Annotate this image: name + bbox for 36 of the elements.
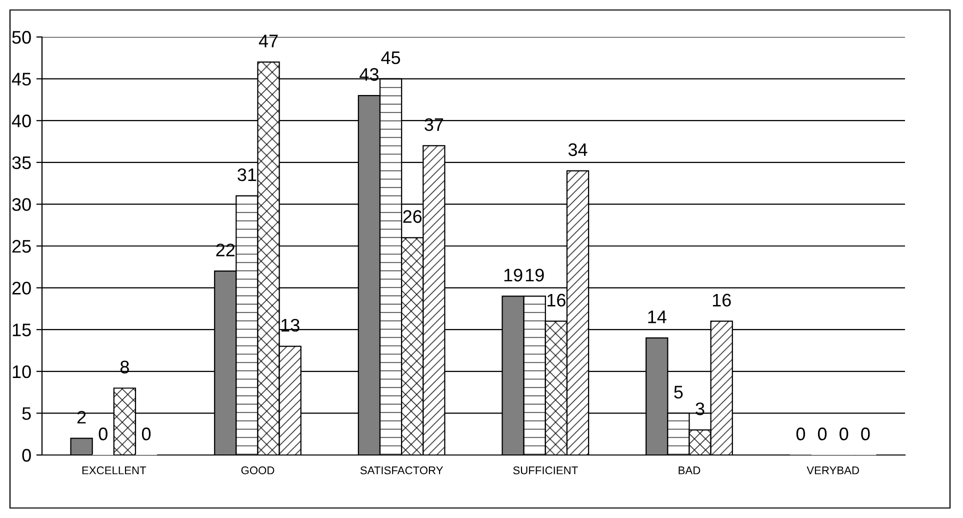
data-label: 3 bbox=[696, 402, 704, 416]
x-tick-label: SUFFICIENT bbox=[513, 466, 578, 474]
x-tick-label: GOOD bbox=[241, 466, 274, 474]
y-tick-label: 35 bbox=[12, 156, 31, 170]
y-tick-label: 10 bbox=[12, 365, 31, 378]
y-tick-label: 0 bbox=[22, 448, 31, 462]
y-tick-label: 45 bbox=[12, 72, 31, 86]
x-tick-label: EXCELLENT bbox=[82, 466, 146, 474]
y-tick-label: 40 bbox=[12, 114, 31, 128]
y-tick-label: 50 bbox=[12, 30, 31, 44]
y-tick-label: 5 bbox=[22, 407, 31, 420]
y-tick-label: 15 bbox=[12, 324, 31, 336]
y-tick-label: 20 bbox=[12, 282, 31, 295]
x-tick-label: BAD bbox=[678, 466, 700, 474]
data-label: 0 bbox=[840, 428, 848, 440]
data-label: 31 bbox=[238, 168, 256, 182]
data-label: 19 bbox=[504, 268, 522, 282]
data-label: 0 bbox=[98, 428, 108, 440]
data-label: 19 bbox=[526, 268, 544, 282]
data-label: 14 bbox=[648, 310, 666, 324]
data-label: 16 bbox=[548, 294, 566, 307]
data-label: 0 bbox=[818, 428, 827, 440]
data-label: 5 bbox=[674, 386, 683, 399]
data-label: 45 bbox=[381, 52, 400, 64]
y-tick-label: 25 bbox=[12, 240, 31, 253]
data-label: 16 bbox=[712, 294, 731, 307]
data-label: 47 bbox=[258, 34, 278, 48]
data-label: 43 bbox=[360, 68, 378, 81]
data-label: 0 bbox=[796, 428, 806, 440]
x-tick-label: SATISFACTORY bbox=[360, 466, 444, 474]
data-label: 26 bbox=[403, 210, 422, 223]
data-label: 0 bbox=[861, 428, 870, 440]
x-tick-label: VERYBAD bbox=[806, 466, 860, 474]
data-label: 34 bbox=[568, 143, 588, 156]
y-tick-label: 30 bbox=[12, 198, 31, 211]
data-label: 0 bbox=[142, 428, 151, 440]
